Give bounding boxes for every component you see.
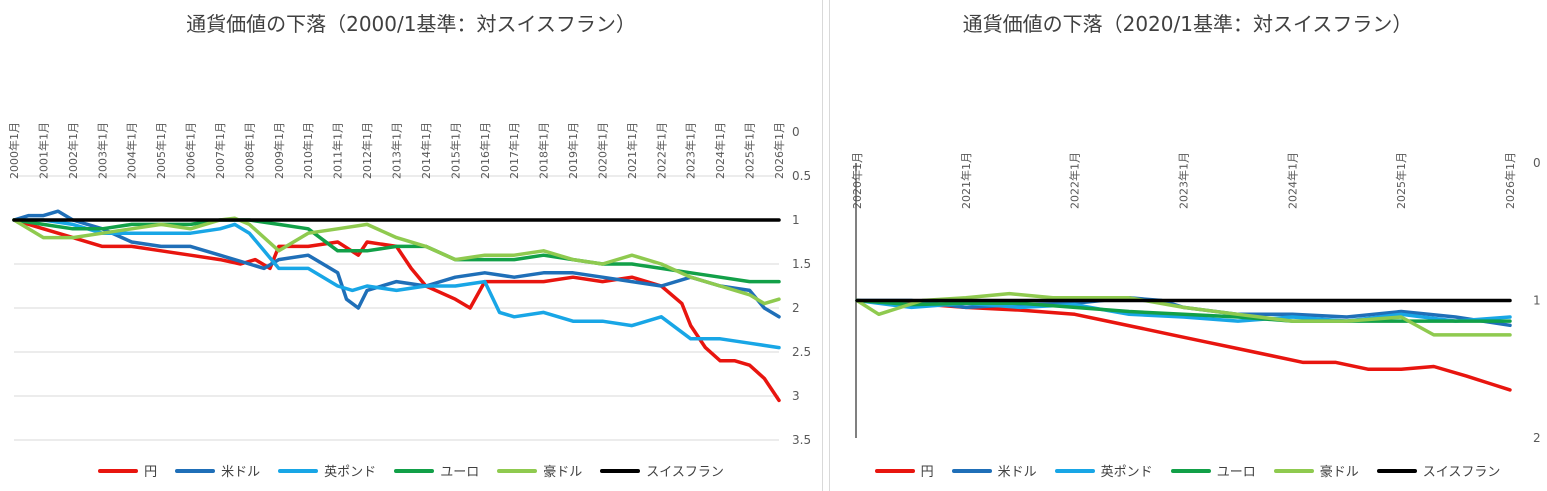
legend-item: 豪ドル (497, 461, 582, 480)
y-tick-label: 3.5 (792, 433, 811, 447)
chart-legend: 円 米ドル 英ポンド ユーロ 豪ドル スイスフラン (0, 461, 822, 480)
x-tick-label: 2026年1月 (772, 122, 786, 179)
chart-panel-right: 通貨価値の下落（2020/1基準：対スイスフラン） 0 1 2 2020年1月 2021… (828, 0, 1547, 491)
x-tick-label: 2009年1月 (272, 122, 286, 179)
spreadsheet-column-divider (822, 0, 830, 491)
y-tick-label: 0 (1533, 156, 1541, 170)
x-tick-label: 2003年1月 (95, 122, 109, 179)
legend-swatch (98, 468, 139, 473)
x-tick-label: 2006年1月 (184, 122, 198, 179)
series-line (12, 218, 781, 284)
y-tick-label: 0.5 (792, 169, 811, 183)
x-tick-label: 2017年1月 (507, 122, 521, 179)
x-tick-label: 2004年1月 (125, 122, 139, 179)
x-tick-label: 2007年1月 (213, 122, 227, 179)
legend-item: ユーロ (394, 461, 479, 480)
y-tick-label: 3 (792, 389, 800, 403)
y-tick-label: 1.5 (792, 257, 811, 271)
legend-label: ユーロ (1216, 465, 1256, 480)
chart-legend: 円 米ドル 英ポンド ユーロ 豪ドル スイスフラン (828, 461, 1547, 480)
x-tick-label: 2014年1月 (419, 122, 433, 179)
legend-label: 円 (144, 465, 158, 480)
x-tick-label: 2025年1月 (743, 122, 757, 179)
legend-item: スイスフラン (1376, 461, 1501, 480)
legend-item: 円 (874, 461, 934, 480)
legend-item: スイスフラン (600, 461, 724, 480)
legend-label: 米ドル (221, 465, 261, 480)
y-tick-label: 2 (1533, 431, 1541, 445)
legend-swatch (497, 468, 538, 473)
legend-item: ユーロ (1170, 461, 1256, 480)
legend-swatch (1170, 468, 1211, 473)
x-tick-label: 2019年1月 (566, 122, 580, 179)
y-tick-label: 2 (792, 301, 800, 315)
legend-label: スイスフラン (1422, 465, 1501, 480)
chart-panel-left: 通貨価値の下落（2000/1基準：対スイスフラン） 0 0.5 1 1.5 2 2.5 3 3… (0, 12, 822, 480)
legend-swatch (1054, 468, 1095, 473)
x-tick-label: 2015年1月 (448, 122, 462, 179)
series-line (12, 216, 781, 306)
chart-plot-area: 0 1 2 2020年1月 2021年1月 2022年1月 2023年1月 2024年1月 20… (850, 152, 1541, 445)
legend-item: 英ポンド (1054, 461, 1153, 480)
legend-swatch (951, 468, 992, 473)
x-tick-label: 2022年1月 (654, 122, 668, 179)
x-tick-label: 2002年1月 (66, 122, 80, 179)
series-line (855, 298, 1512, 392)
x-tick-label: 2010年1月 (301, 122, 315, 179)
legend-swatch (175, 468, 216, 473)
y-tick-label: 1 (792, 213, 800, 227)
legend-swatch (278, 468, 319, 473)
legend-label: 米ドル (997, 465, 1037, 480)
x-tick-label: 2021年1月 (625, 122, 639, 179)
x-tick-label: 2020年1月 (595, 122, 609, 179)
legend-label: 円 (920, 465, 934, 480)
legend-item: 円 (98, 461, 157, 480)
legend-item: 英ポンド (278, 461, 376, 480)
legend-label: スイスフラン (646, 465, 724, 480)
x-tick-label: 2020年1月 (850, 152, 864, 209)
x-tick-label: 2012年1月 (360, 122, 374, 179)
x-tick-label: 2026年1月 (1503, 152, 1517, 209)
series-line (12, 218, 781, 350)
x-tick-label: 2025年1月 (1394, 152, 1408, 209)
legend-swatch (394, 468, 435, 473)
x-tick-label: 2018年1月 (537, 122, 551, 179)
legend-label: 豪ドル (1319, 465, 1359, 480)
legend-swatch (1273, 468, 1314, 473)
chart-title: 通貨価値の下落（2020/1基準：対スイスフラン） (962, 12, 1413, 36)
chart-plot-area: 0 0.5 1 1.5 2 2.5 3 3.5 2000年1月 2001年1月 2002年1月 200… (7, 122, 811, 447)
x-tick-label: 2024年1月 (713, 122, 727, 179)
legend-swatch (1376, 468, 1417, 473)
x-tick-label: 2022年1月 (1068, 152, 1082, 209)
legend-swatch (874, 468, 915, 473)
legend-item: 米ドル (175, 461, 260, 480)
x-tick-label: 2023年1月 (684, 122, 698, 179)
x-tick-label: 2000年1月 (7, 122, 21, 179)
x-tick-label: 2024年1月 (1285, 152, 1299, 209)
x-tick-label: 2023年1月 (1177, 152, 1191, 209)
legend-item: 米ドル (951, 461, 1037, 480)
legend-label: 豪ドル (543, 465, 583, 480)
series-line (12, 218, 781, 403)
x-tick-label: 2001年1月 (36, 122, 50, 179)
legend-label: ユーロ (440, 465, 480, 480)
x-tick-label: 2021年1月 (959, 152, 973, 209)
y-tick-label: 2.5 (792, 345, 811, 359)
series-line (855, 298, 1512, 323)
legend-label: 英ポンド (324, 465, 377, 480)
chart-title: 通貨価値の下落（2000/1基準：対スイスフラン） (186, 12, 636, 36)
legend-label: 英ポンド (1100, 465, 1153, 480)
x-tick-label: 2016年1月 (478, 122, 492, 179)
y-tick-label: 1 (1533, 294, 1541, 308)
legend-swatch (600, 468, 641, 473)
x-tick-label: 2005年1月 (154, 122, 168, 179)
y-tick-label: 0 (792, 125, 800, 139)
legend-item: 豪ドル (1273, 461, 1359, 480)
x-tick-label: 2008年1月 (242, 122, 256, 179)
x-tick-label: 2013年1月 (390, 122, 404, 179)
x-tick-label: 2011年1月 (331, 122, 345, 179)
